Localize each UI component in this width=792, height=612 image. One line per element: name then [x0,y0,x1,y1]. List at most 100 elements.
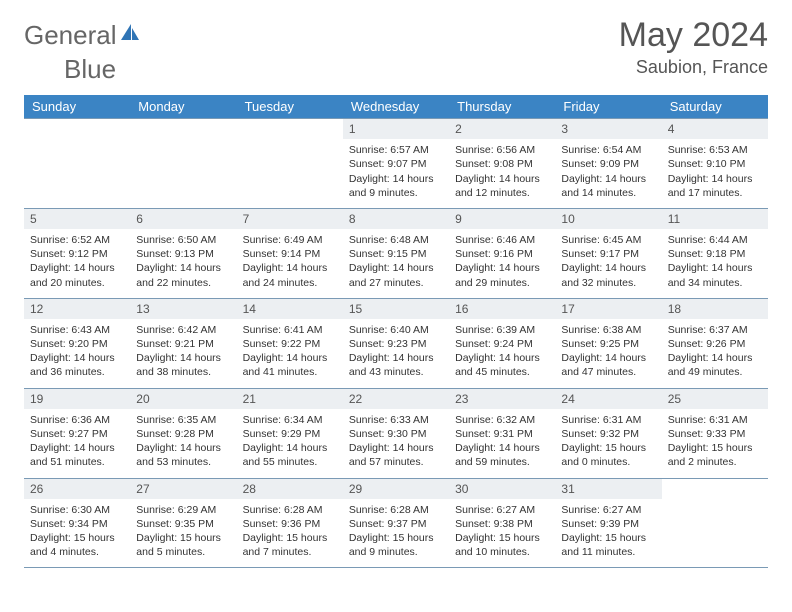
day-number: 21 [237,389,343,409]
day-details: Sunrise: 6:37 AMSunset: 9:26 PMDaylight:… [668,323,762,380]
day-details: Sunrise: 6:49 AMSunset: 9:14 PMDaylight:… [243,233,337,290]
day-details: Sunrise: 6:31 AMSunset: 9:33 PMDaylight:… [668,413,762,470]
day-details: Sunrise: 6:46 AMSunset: 9:16 PMDaylight:… [455,233,549,290]
title-block: May 2024 Saubion, France [619,16,768,78]
calendar-day-cell: 28 Sunrise: 6:28 AMSunset: 9:36 PMDayligh… [237,478,343,568]
day-number: 19 [24,389,130,409]
day-details: Sunrise: 6:45 AMSunset: 9:17 PMDaylight:… [561,233,655,290]
day-details: Sunrise: 6:35 AMSunset: 9:28 PMDaylight:… [136,413,230,470]
brand-part2: Blue [64,54,116,85]
calendar-day-cell [24,119,130,209]
brand-part1: General [24,20,117,51]
day-number: 2 [449,119,555,139]
day-details: Sunrise: 6:34 AMSunset: 9:29 PMDaylight:… [243,413,337,470]
calendar-day-cell: 24 Sunrise: 6:31 AMSunset: 9:32 PMDayligh… [555,388,661,478]
day-number: 3 [555,119,661,139]
brand-logo: General [24,20,141,51]
calendar-day-cell: 18 Sunrise: 6:37 AMSunset: 9:26 PMDayligh… [662,298,768,388]
calendar-day-cell [237,119,343,209]
calendar-table: SundayMondayTuesdayWednesdayThursdayFrid… [24,95,768,568]
weekday-header: Monday [130,95,236,119]
sail-icon [119,22,141,44]
calendar-week-row: 1 Sunrise: 6:57 AMSunset: 9:07 PMDaylight… [24,119,768,209]
calendar-day-cell: 4Sunrise: 6:53 AMSunset: 9:10 PMDaylight… [662,119,768,209]
calendar-day-cell: 15 Sunrise: 6:40 AMSunset: 9:23 PMDayligh… [343,298,449,388]
calendar-day-cell: 3 Sunrise: 6:54 AMSunset: 9:09 PMDaylight… [555,119,661,209]
day-details: Sunrise: 6:28 AMSunset: 9:36 PMDaylight:… [243,503,337,560]
day-number: 13 [130,299,236,319]
calendar-day-cell: 31 Sunrise: 6:27 AMSunset: 9:39 PMDayligh… [555,478,661,568]
calendar-day-cell: 27 Sunrise: 6:29 AMSunset: 9:35 PMDayligh… [130,478,236,568]
calendar-head: SundayMondayTuesdayWednesdayThursdayFrid… [24,95,768,119]
calendar-week-row: 12Sunrise: 6:43 AMSunset: 9:20 PMDayligh… [24,298,768,388]
day-number: 1 [343,119,449,139]
day-details: Sunrise: 6:56 AMSunset: 9:08 PMDaylight:… [455,143,549,200]
day-details: Sunrise: 6:54 AMSunset: 9:09 PMDaylight:… [561,143,655,200]
location-text: Saubion, France [619,57,768,78]
calendar-body: 1 Sunrise: 6:57 AMSunset: 9:07 PMDaylight… [24,119,768,568]
day-details: Sunrise: 6:57 AMSunset: 9:07 PMDaylight:… [349,143,443,200]
calendar-day-cell: 8Sunrise: 6:48 AMSunset: 9:15 PMDaylight… [343,208,449,298]
calendar-day-cell: 2 Sunrise: 6:56 AMSunset: 9:08 PMDaylight… [449,119,555,209]
day-number: 29 [343,479,449,499]
weekday-header: Thursday [449,95,555,119]
day-details: Sunrise: 6:30 AMSunset: 9:34 PMDaylight:… [30,503,124,560]
day-number: 9 [449,209,555,229]
calendar-day-cell: 23Sunrise: 6:32 AMSunset: 9:31 PMDayligh… [449,388,555,478]
day-details: Sunrise: 6:44 AMSunset: 9:18 PMDaylight:… [668,233,762,290]
day-number: 24 [555,389,661,409]
calendar-day-cell: 6Sunrise: 6:50 AMSunset: 9:13 PMDaylight… [130,208,236,298]
day-details: Sunrise: 6:29 AMSunset: 9:35 PMDaylight:… [136,503,230,560]
calendar-day-cell: 16Sunrise: 6:39 AMSunset: 9:24 PMDayligh… [449,298,555,388]
calendar-day-cell: 19 Sunrise: 6:36 AMSunset: 9:27 PMDayligh… [24,388,130,478]
day-number: 18 [662,299,768,319]
weekday-header: Sunday [24,95,130,119]
day-number: 20 [130,389,236,409]
calendar-day-cell: 9 Sunrise: 6:46 AMSunset: 9:16 PMDaylight… [449,208,555,298]
day-number: 15 [343,299,449,319]
day-details: Sunrise: 6:52 AMSunset: 9:12 PMDaylight:… [30,233,124,290]
day-number: 11 [662,209,768,229]
calendar-day-cell: 7Sunrise: 6:49 AMSunset: 9:14 PMDaylight… [237,208,343,298]
day-number: 30 [449,479,555,499]
day-details: Sunrise: 6:48 AMSunset: 9:15 PMDaylight:… [349,233,443,290]
day-number: 14 [237,299,343,319]
day-details: Sunrise: 6:41 AMSunset: 9:22 PMDaylight:… [243,323,337,380]
day-number: 22 [343,389,449,409]
calendar-day-cell: 5 Sunrise: 6:52 AMSunset: 9:12 PMDaylight… [24,208,130,298]
calendar-week-row: 26Sunrise: 6:30 AMSunset: 9:34 PMDayligh… [24,478,768,568]
calendar-day-cell: 13 Sunrise: 6:42 AMSunset: 9:21 PMDayligh… [130,298,236,388]
calendar-day-cell: 26Sunrise: 6:30 AMSunset: 9:34 PMDayligh… [24,478,130,568]
weekday-header: Friday [555,95,661,119]
day-number: 16 [449,299,555,319]
weekday-row: SundayMondayTuesdayWednesdayThursdayFrid… [24,95,768,119]
day-number: 28 [237,479,343,499]
day-details: Sunrise: 6:32 AMSunset: 9:31 PMDaylight:… [455,413,549,470]
day-details: Sunrise: 6:31 AMSunset: 9:32 PMDaylight:… [561,413,655,470]
day-details: Sunrise: 6:27 AMSunset: 9:39 PMDaylight:… [561,503,655,560]
day-number: 12 [24,299,130,319]
day-details: Sunrise: 6:40 AMSunset: 9:23 PMDaylight:… [349,323,443,380]
weekday-header: Tuesday [237,95,343,119]
calendar-day-cell [130,119,236,209]
day-number: 17 [555,299,661,319]
calendar-day-cell: 10 Sunrise: 6:45 AMSunset: 9:17 PMDayligh… [555,208,661,298]
calendar-day-cell: 30Sunrise: 6:27 AMSunset: 9:38 PMDayligh… [449,478,555,568]
calendar-week-row: 19 Sunrise: 6:36 AMSunset: 9:27 PMDayligh… [24,388,768,478]
calendar-day-cell [662,478,768,568]
day-number: 4 [662,119,768,139]
day-details: Sunrise: 6:42 AMSunset: 9:21 PMDaylight:… [136,323,230,380]
day-number: 5 [24,209,130,229]
day-details: Sunrise: 6:36 AMSunset: 9:27 PMDaylight:… [30,413,124,470]
day-number: 6 [130,209,236,229]
day-number: 31 [555,479,661,499]
page-title: May 2024 [619,16,768,55]
calendar-week-row: 5 Sunrise: 6:52 AMSunset: 9:12 PMDaylight… [24,208,768,298]
day-details: Sunrise: 6:38 AMSunset: 9:25 PMDaylight:… [561,323,655,380]
day-number: 10 [555,209,661,229]
day-number: 27 [130,479,236,499]
calendar-day-cell: 14 Sunrise: 6:41 AMSunset: 9:22 PMDayligh… [237,298,343,388]
weekday-header: Saturday [662,95,768,119]
calendar-day-cell: 17 Sunrise: 6:38 AMSunset: 9:25 PMDayligh… [555,298,661,388]
calendar-day-cell: 21 Sunrise: 6:34 AMSunset: 9:29 PMDayligh… [237,388,343,478]
